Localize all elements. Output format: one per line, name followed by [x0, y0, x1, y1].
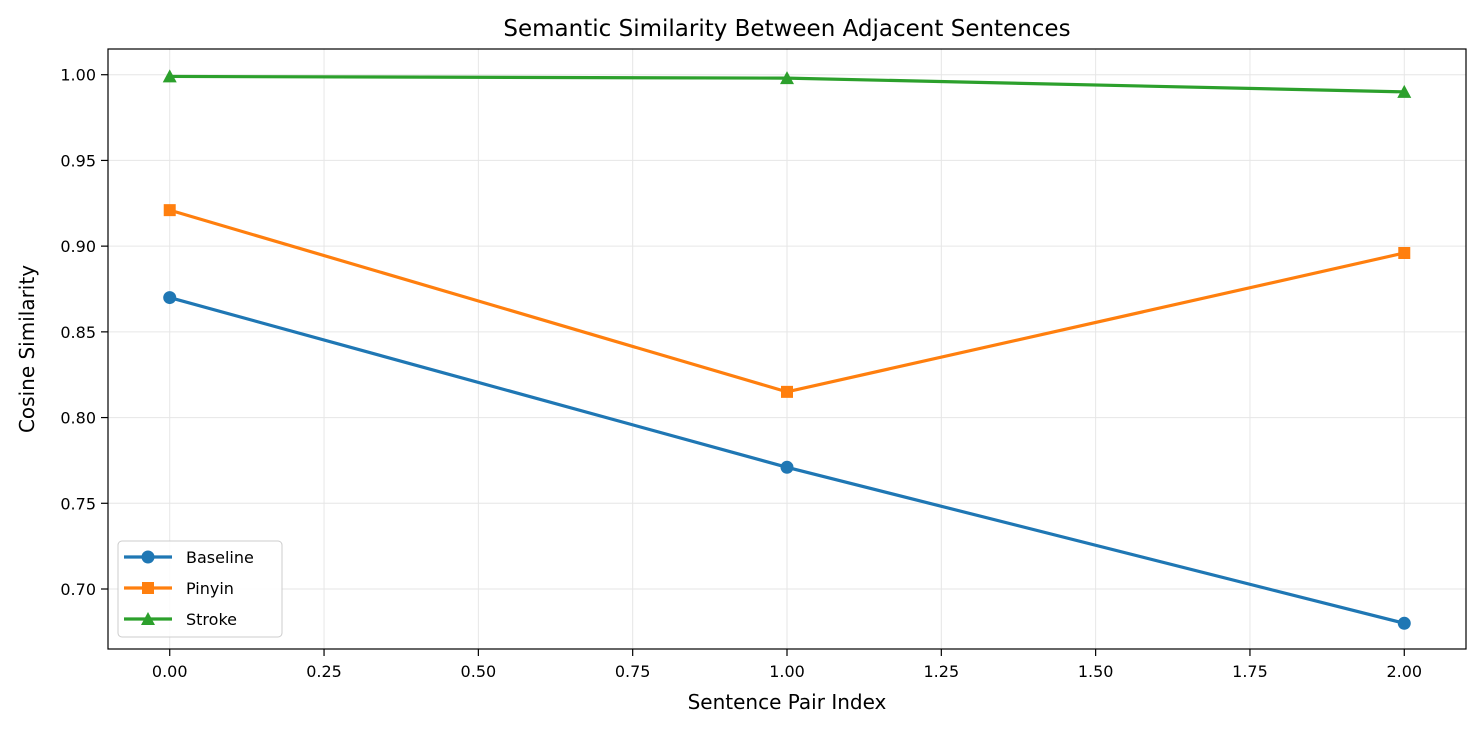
series-baseline [163, 291, 1411, 630]
legend-box [117, 540, 283, 638]
y-tick-label: 0.80 [60, 409, 96, 428]
legend-label: Pinyin [186, 579, 234, 598]
x-tick-label: 1.25 [924, 662, 960, 681]
data-point-pinyin [1398, 247, 1411, 259]
y-tick-label: 0.90 [60, 237, 96, 256]
data-point-pinyin [781, 385, 793, 398]
y-tick-label: 0.70 [60, 580, 96, 599]
legend-label: Baseline [186, 548, 254, 567]
x-tick-label: 0.50 [461, 662, 497, 681]
y-tick-label: 0.95 [60, 151, 96, 170]
x-axis-label: Sentence Pair Index [688, 690, 887, 714]
y-tick-label: 1.00 [60, 66, 96, 85]
x-tick-label: 1.00 [769, 662, 805, 681]
legend-item-baseline: Baseline [124, 548, 254, 567]
data-point-pinyin [163, 204, 176, 217]
legend-marker [142, 582, 154, 594]
series-stroke [162, 69, 1412, 98]
y-tick-label: 0.75 [60, 494, 96, 513]
data-point-baseline [1397, 616, 1411, 630]
legend-label: Stroke [186, 610, 237, 629]
x-tick-label: 0.00 [152, 662, 188, 681]
y-axis-label: Cosine Similarity [15, 265, 39, 433]
data-point-stroke [1397, 84, 1412, 98]
data-point-stroke [162, 69, 177, 83]
grid-lines [108, 49, 1466, 649]
data-point-baseline [163, 291, 177, 305]
data-point-stroke [780, 71, 794, 85]
legend-marker [141, 612, 155, 625]
x-tick-label: 0.25 [306, 662, 342, 681]
legend-item-stroke: Stroke [124, 610, 237, 629]
series-lines [162, 69, 1412, 630]
series-pinyin [163, 204, 1411, 398]
x-tick-label: 1.75 [1232, 662, 1268, 681]
legend: Baseline Pinyin Stroke [117, 540, 283, 638]
x-tick-label: 0.75 [615, 662, 651, 681]
legend-marker [141, 550, 155, 564]
data-point-baseline [780, 460, 794, 474]
x-tick-label: 1.50 [1078, 662, 1114, 681]
y-tick-label: 0.85 [60, 323, 96, 342]
chart-title: Semantic Similarity Between Adjacent Sen… [503, 16, 1070, 42]
legend-item-pinyin: Pinyin [124, 579, 234, 598]
axis-ticks: 0.00 0.25 0.50 0.75 1.00 1.25 1.50 1.75 2.00 0.70… [60, 66, 1422, 681]
x-tick-label: 2.00 [1386, 662, 1422, 681]
